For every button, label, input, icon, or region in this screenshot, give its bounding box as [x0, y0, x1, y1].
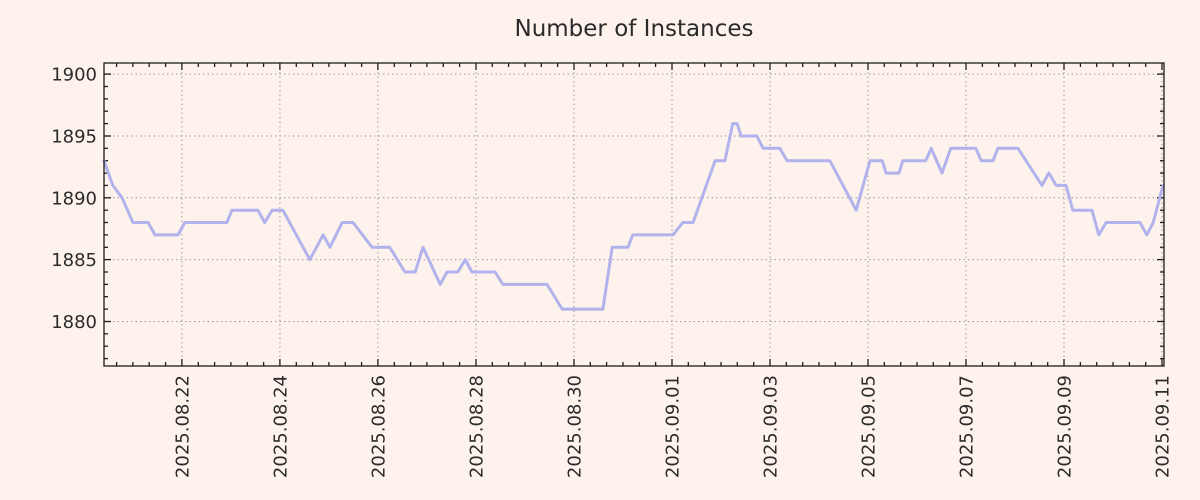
- data-line-instances: [102, 122, 1165, 311]
- x-tick-label: 2025.08.30: [564, 375, 585, 478]
- y-tick-label: 1885: [51, 250, 97, 271]
- x-tick-label: 2025.09.05: [859, 375, 880, 478]
- x-tick-label: 2025.08.24: [270, 375, 291, 478]
- x-tick-label: 2025.08.26: [368, 375, 389, 478]
- y-tick-label: 1895: [51, 126, 97, 147]
- y-tick-label: 1880: [51, 312, 97, 333]
- x-tick-label: 2025.09.09: [1055, 375, 1076, 478]
- plot-border: [103, 62, 1165, 367]
- x-tick-label: 2025.08.28: [466, 375, 487, 478]
- x-tick-label: 2025.08.22: [172, 375, 193, 478]
- y-tick-label: 1890: [51, 188, 97, 209]
- x-tick-label: 2025.09.01: [662, 375, 683, 478]
- y-tick-label: 1900: [51, 65, 97, 86]
- x-tick-label: 2025.09.03: [760, 375, 781, 478]
- x-tick-label: 2025.09.07: [957, 375, 978, 478]
- x-tick-label: 2025.09.11: [1153, 375, 1174, 478]
- chart-title: Number of Instances: [514, 16, 754, 42]
